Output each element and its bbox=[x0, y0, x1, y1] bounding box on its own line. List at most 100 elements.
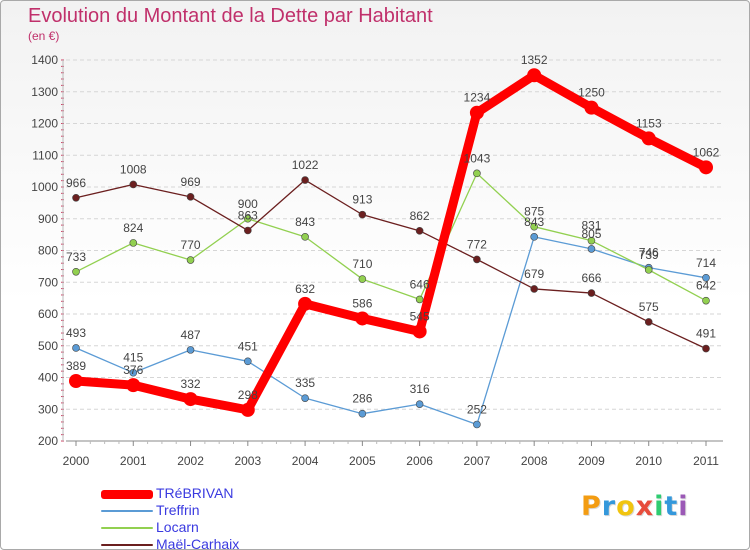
data-point bbox=[72, 193, 80, 202]
data-label: 843 bbox=[295, 215, 315, 229]
data-point bbox=[129, 180, 138, 189]
data-label: 642 bbox=[696, 279, 716, 293]
data-label: 863 bbox=[238, 208, 258, 222]
data-point bbox=[587, 245, 596, 253]
data-point bbox=[530, 222, 538, 231]
data-label: 252 bbox=[467, 402, 487, 416]
data-point bbox=[644, 318, 653, 326]
data-point bbox=[473, 420, 481, 429]
data-point bbox=[584, 100, 599, 115]
y-tick-label: 800 bbox=[38, 244, 58, 258]
legend-label: TRéBRIVAN bbox=[156, 485, 234, 501]
x-tick-label: 2009 bbox=[578, 454, 605, 468]
legend-swatch bbox=[101, 544, 153, 546]
data-label: 1352 bbox=[521, 53, 548, 67]
x-tick-label: 2006 bbox=[406, 454, 433, 468]
data-label: 733 bbox=[66, 250, 86, 264]
data-point bbox=[587, 236, 596, 245]
data-label: 824 bbox=[123, 221, 143, 235]
data-point bbox=[644, 266, 653, 274]
data-label: 332 bbox=[181, 377, 201, 391]
series-line bbox=[75, 179, 707, 350]
legend-swatch bbox=[101, 489, 153, 499]
logo-letter: x bbox=[635, 491, 655, 522]
data-label: 1043 bbox=[464, 151, 491, 165]
data-point bbox=[129, 239, 138, 247]
data-label: 1062 bbox=[693, 145, 720, 159]
data-point bbox=[72, 344, 80, 352]
data-label: 1234 bbox=[464, 91, 491, 105]
legend-label: Locarn bbox=[156, 519, 199, 535]
data-point bbox=[69, 373, 83, 388]
chart-title: Evolution du Montant de la Dette par Hab… bbox=[28, 5, 433, 27]
data-point bbox=[358, 275, 367, 283]
data-point bbox=[186, 346, 195, 354]
y-tick-label: 400 bbox=[38, 371, 58, 385]
chart-subtitle: (en €) bbox=[28, 29, 60, 43]
data-point bbox=[244, 214, 252, 223]
data-label: 586 bbox=[352, 296, 372, 310]
y-tick-label: 1000 bbox=[31, 180, 58, 194]
data-point bbox=[126, 378, 141, 393]
data-point bbox=[412, 324, 427, 339]
proxiti-logo: Proxiti bbox=[581, 491, 689, 522]
data-label: 451 bbox=[238, 339, 258, 353]
y-tick-label: 1100 bbox=[32, 148, 58, 162]
data-label: 298 bbox=[238, 388, 258, 402]
data-label: 487 bbox=[181, 328, 201, 342]
x-tick-label: 2003 bbox=[234, 454, 261, 468]
data-point bbox=[473, 255, 481, 264]
data-label: 376 bbox=[123, 363, 143, 377]
data-label: 843 bbox=[524, 215, 544, 229]
data-label: 679 bbox=[524, 267, 544, 281]
data-point bbox=[641, 131, 656, 146]
logo-letter: o bbox=[616, 491, 636, 522]
data-label: 966 bbox=[66, 176, 86, 190]
data-point bbox=[244, 226, 252, 235]
legend-label: Treffrin bbox=[156, 502, 200, 518]
series-line bbox=[71, 70, 711, 415]
data-label: 862 bbox=[410, 209, 430, 223]
data-point bbox=[415, 400, 424, 408]
data-label: 493 bbox=[66, 326, 86, 340]
x-tick-label: 2004 bbox=[292, 454, 319, 468]
data-label: 389 bbox=[66, 359, 86, 373]
x-tick-label: 2011 bbox=[693, 454, 719, 468]
data-point bbox=[473, 169, 481, 178]
data-labels: 389 376 332 298 632 586 545 1234 1352 1250 1153 106… bbox=[66, 53, 720, 416]
data-label: 545 bbox=[410, 309, 430, 323]
data-point bbox=[587, 289, 596, 297]
data-label: 632 bbox=[295, 282, 315, 296]
data-point bbox=[699, 160, 713, 175]
data-point bbox=[702, 296, 710, 305]
logo-letter: t bbox=[664, 491, 679, 522]
legend-swatch bbox=[101, 510, 153, 512]
data-label: 415 bbox=[123, 351, 143, 365]
data-label: 316 bbox=[410, 382, 430, 396]
data-point bbox=[358, 210, 367, 219]
axes: 200 300 400 500 600 700 800 900 1000 1100 1200 1300… bbox=[31, 53, 723, 468]
data-label: 710 bbox=[352, 257, 372, 271]
data-label: 286 bbox=[352, 392, 372, 406]
data-label: 1022 bbox=[292, 158, 319, 172]
data-point bbox=[129, 368, 138, 377]
data-point bbox=[358, 409, 367, 418]
data-point bbox=[186, 256, 195, 264]
data-point bbox=[301, 233, 309, 241]
y-tick-label: 700 bbox=[38, 275, 58, 289]
data-label: 770 bbox=[181, 238, 201, 252]
logo-letter: i bbox=[678, 491, 689, 522]
data-point bbox=[530, 233, 538, 241]
series-group bbox=[69, 68, 713, 429]
y-tick-label: 500 bbox=[38, 339, 58, 353]
data-point bbox=[527, 68, 542, 83]
data-label: 772 bbox=[467, 237, 487, 251]
data-label: 335 bbox=[295, 376, 315, 390]
data-label: 646 bbox=[410, 277, 430, 291]
y-tick-label: 200 bbox=[38, 434, 58, 448]
data-point bbox=[530, 285, 538, 293]
grid bbox=[66, 59, 723, 442]
series-line bbox=[75, 236, 707, 426]
